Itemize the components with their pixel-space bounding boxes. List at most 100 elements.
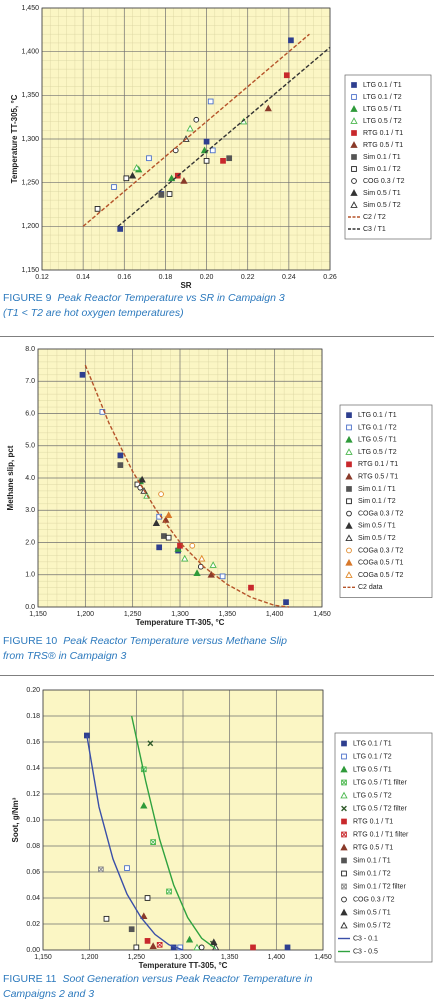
- legend-label: Sim 0.5 / T1: [353, 909, 391, 916]
- legend-label: COGa 0.5 / T2: [358, 572, 403, 579]
- x-tick-label: 0.12: [35, 274, 49, 281]
- legend-label: Sim 0.1 / T1: [363, 154, 401, 161]
- y-tick-label: 0.12: [26, 791, 40, 798]
- plot-frame: [37, 348, 323, 608]
- marker: [123, 175, 130, 182]
- figure-label: FIGURE 10: [3, 635, 57, 647]
- marker: [341, 883, 347, 890]
- marker: [350, 117, 358, 124]
- x-axis-title: Temperature TT-305, °C: [136, 618, 225, 627]
- legend-label: Sim 0.5 / T2: [363, 202, 401, 209]
- legend-label: LTG 0.1 / T2: [363, 94, 402, 101]
- marker: [250, 944, 256, 951]
- marker: [193, 116, 200, 123]
- legend-label: LTG 0.5 / T1: [353, 766, 392, 773]
- marker: [341, 870, 347, 877]
- marker: [340, 791, 348, 799]
- marker: [193, 943, 201, 951]
- figure-label: FIGURE 11: [3, 973, 57, 985]
- marker: [164, 511, 173, 518]
- y-tick-label: 1,200: [21, 223, 39, 230]
- marker: [132, 163, 141, 171]
- legend-label: LTG 0.5 / T2 filter: [353, 805, 407, 812]
- fit-line: [117, 46, 331, 227]
- y-tick-label: 1,250: [21, 180, 39, 187]
- marker: [185, 935, 194, 943]
- marker: [346, 486, 352, 492]
- marker: [345, 571, 353, 578]
- marker: [94, 206, 101, 212]
- marker: [346, 547, 352, 554]
- marker: [124, 865, 130, 871]
- marker: [345, 435, 353, 443]
- marker: [351, 82, 357, 88]
- x-tick-label: 1,450: [314, 954, 332, 961]
- y-axis-title: Methane slip, pct: [6, 445, 15, 510]
- fit-line: [84, 364, 289, 608]
- x-tick-label: 0.18: [159, 274, 173, 281]
- marker: [181, 554, 189, 562]
- legend-label: LTG 0.5 / T2: [358, 449, 397, 456]
- marker: [193, 569, 201, 576]
- y-tick-label: 0.16: [26, 739, 40, 746]
- marker: [207, 570, 215, 578]
- marker: [346, 498, 352, 505]
- x-tick-label: 1,300: [171, 611, 189, 618]
- legend-label: C3 - 0.1: [353, 935, 378, 942]
- marker: [288, 37, 294, 44]
- marker: [340, 843, 348, 851]
- y-tick-label: 0.14: [26, 765, 40, 772]
- caption-line: Peak Reactor Temperature vs SR in Campai…: [57, 292, 284, 304]
- marker: [186, 124, 194, 132]
- marker: [350, 201, 358, 208]
- caption-line: (T1 < T2 are hot oxygen temperatures): [3, 307, 184, 319]
- marker: [345, 534, 353, 541]
- marker: [346, 461, 352, 468]
- marker: [133, 944, 140, 951]
- marker: [346, 510, 352, 517]
- legend-label: RTG 0.5 / T1: [363, 142, 403, 149]
- marker: [350, 189, 358, 196]
- marker: [345, 472, 353, 480]
- marker: [140, 801, 148, 809]
- legend-label: Sim 0.1 / T2: [353, 870, 391, 877]
- legend-label: RTG 0.5 / T1: [358, 473, 398, 480]
- legend-label: C3 / T1: [363, 226, 386, 233]
- fit-line: [130, 715, 217, 950]
- marker: [283, 599, 289, 606]
- legend-label: Sim 0.1 / T2 filter: [353, 883, 406, 890]
- marker: [341, 857, 347, 864]
- marker: [209, 147, 216, 154]
- legend-label: Sim 0.5 / T2: [358, 535, 396, 542]
- y-tick-label: 0.04: [26, 895, 40, 902]
- y-axis-title: Temperature TT-305, °C: [10, 94, 19, 183]
- y-tick-label: 1,150: [21, 267, 39, 274]
- x-axis-title: SR: [180, 281, 191, 290]
- y-tick-label: 0.20: [26, 687, 40, 694]
- legend-label: C2 data: [358, 584, 383, 591]
- marker: [98, 866, 104, 873]
- x-tick-label: 0.24: [282, 274, 296, 281]
- marker: [351, 166, 357, 172]
- marker: [197, 563, 204, 570]
- y-tick-label: 1,400: [21, 49, 39, 56]
- marker: [283, 72, 290, 79]
- y-tick-label: 6.0: [25, 410, 35, 417]
- plot-frame: [41, 7, 331, 271]
- marker: [134, 481, 141, 488]
- legend-label: LTG 0.5 / T1: [363, 106, 402, 113]
- y-tick-label: 4.0: [25, 475, 35, 482]
- x-tick-label: 1,200: [81, 954, 99, 961]
- marker: [345, 558, 353, 566]
- marker: [341, 831, 347, 838]
- marker: [341, 753, 347, 760]
- marker: [144, 895, 151, 901]
- y-tick-label: 1.0: [25, 572, 35, 579]
- marker: [158, 192, 165, 198]
- caption-line: Campaigns 2 and 3: [3, 988, 94, 1000]
- caption-line: Peak Reactor Temperature versus Methane …: [63, 635, 287, 647]
- marker: [345, 448, 353, 455]
- legend-label: LTG 0.1 / T2: [358, 424, 397, 431]
- caption-line: from TRS® in Campaign 3: [3, 650, 126, 662]
- y-tick-label: 0.02: [26, 921, 40, 928]
